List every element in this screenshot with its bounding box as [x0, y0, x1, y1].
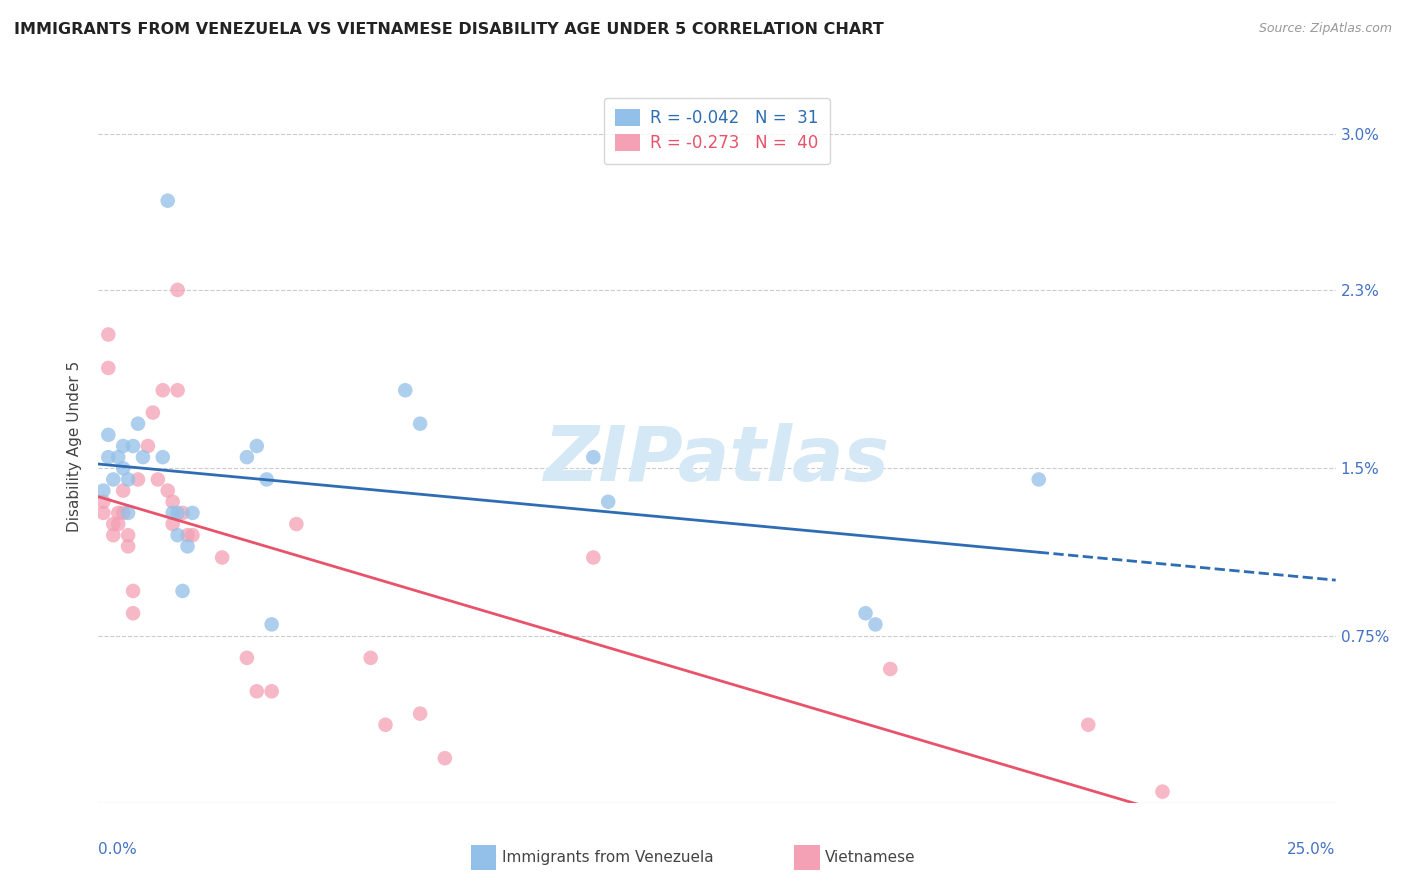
Y-axis label: Disability Age Under 5: Disability Age Under 5 — [67, 360, 83, 532]
Point — [166, 528, 188, 542]
Point — [107, 450, 129, 465]
Point — [97, 427, 120, 442]
Point — [103, 473, 125, 487]
Point — [107, 517, 129, 532]
Legend: R = -0.042   N =  31, R = -0.273   N =  40: R = -0.042 N = 31, R = -0.273 N = 40 — [603, 97, 831, 164]
Point — [246, 684, 269, 698]
Text: Immigrants from Venezuela: Immigrants from Venezuela — [502, 850, 714, 865]
Point — [433, 751, 456, 765]
Point — [394, 384, 416, 398]
Point — [181, 506, 204, 520]
Point — [117, 473, 139, 487]
Point — [409, 417, 432, 431]
Point — [132, 450, 155, 465]
Point — [142, 405, 165, 419]
Text: IMMIGRANTS FROM VENEZUELA VS VIETNAMESE DISABILITY AGE UNDER 5 CORRELATION CHART: IMMIGRANTS FROM VENEZUELA VS VIETNAMESE … — [14, 22, 884, 37]
Point — [260, 684, 283, 698]
Point — [146, 473, 169, 487]
Point — [156, 483, 179, 498]
Point — [582, 450, 605, 465]
Text: 25.0%: 25.0% — [1288, 842, 1336, 857]
Point — [112, 461, 135, 475]
Point — [260, 617, 283, 632]
Point — [97, 327, 120, 342]
Point — [1152, 785, 1174, 799]
Point — [598, 494, 620, 508]
Point — [181, 528, 204, 542]
Point — [1028, 473, 1050, 487]
Point — [1077, 717, 1099, 731]
Point — [211, 550, 233, 565]
Point — [865, 617, 887, 632]
Point — [360, 651, 382, 665]
Point — [112, 439, 135, 453]
Point — [152, 450, 174, 465]
Point — [117, 506, 139, 520]
Point — [97, 450, 120, 465]
Point — [855, 607, 877, 621]
Point — [162, 506, 184, 520]
Point — [582, 550, 605, 565]
Point — [172, 583, 194, 598]
Point — [93, 506, 115, 520]
Text: Source: ZipAtlas.com: Source: ZipAtlas.com — [1258, 22, 1392, 36]
Text: ZIPatlas: ZIPatlas — [544, 424, 890, 497]
Point — [256, 473, 278, 487]
Point — [374, 717, 396, 731]
Point — [103, 528, 125, 542]
Text: 0.0%: 0.0% — [98, 842, 138, 857]
Point — [166, 384, 188, 398]
Point — [409, 706, 432, 721]
Point — [127, 417, 149, 431]
Point — [112, 483, 135, 498]
Point — [176, 539, 198, 553]
Point — [152, 384, 174, 398]
Point — [122, 583, 145, 598]
Point — [103, 517, 125, 532]
Point — [107, 506, 129, 520]
Point — [236, 450, 259, 465]
Point — [136, 439, 159, 453]
Point — [236, 651, 259, 665]
Point — [285, 517, 308, 532]
Point — [97, 360, 120, 375]
Point — [117, 528, 139, 542]
Point — [117, 539, 139, 553]
Point — [162, 494, 184, 508]
Text: Vietnamese: Vietnamese — [825, 850, 915, 865]
Point — [93, 494, 115, 508]
Point — [172, 506, 194, 520]
Point — [122, 607, 145, 621]
Point — [176, 528, 198, 542]
Point — [166, 506, 188, 520]
Point — [879, 662, 901, 676]
Point — [112, 506, 135, 520]
Point — [166, 283, 188, 297]
Point — [246, 439, 269, 453]
Point — [127, 473, 149, 487]
Point — [93, 483, 115, 498]
Point — [162, 517, 184, 532]
Point — [156, 194, 179, 208]
Point — [122, 439, 145, 453]
